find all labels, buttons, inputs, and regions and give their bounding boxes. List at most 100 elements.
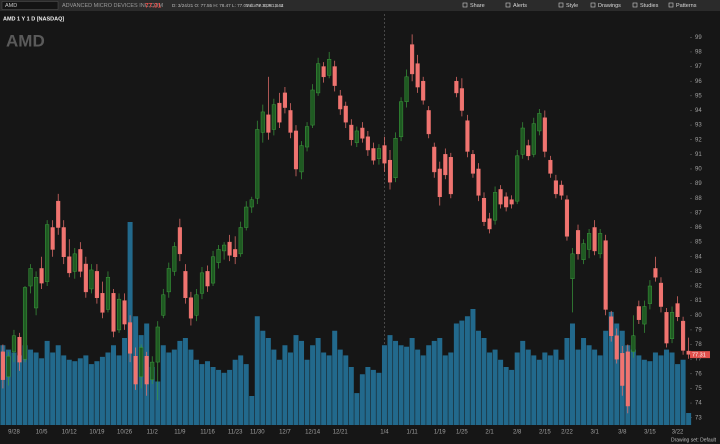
candle-body [393, 138, 398, 179]
volume-bar [381, 345, 387, 425]
volume-bar [315, 338, 321, 425]
y-tick-label: 76 [695, 371, 702, 377]
x-tick-label: 2/15 [539, 430, 551, 436]
candle-body [17, 336, 22, 363]
button-label[interactable]: Drawings [598, 3, 621, 9]
volume-bar [398, 345, 404, 425]
candle-body [161, 294, 166, 316]
candle-body [354, 130, 359, 143]
y-tick-label: 79 [695, 327, 702, 333]
volume-bar [514, 352, 520, 425]
button-label[interactable]: Alerts [513, 3, 527, 9]
candle-body [89, 269, 94, 290]
candle-body [399, 101, 404, 138]
x-tick-label: 1/19 [434, 430, 446, 436]
x-tick-label: 10/19 [89, 430, 105, 436]
volume-bar [393, 340, 399, 425]
volume-value: 8,261,842 [263, 3, 284, 8]
volume-bar [5, 349, 11, 425]
button-label[interactable]: Patterns [676, 3, 697, 9]
candle-body [454, 80, 459, 94]
toolbar-button[interactable]: Patterns [668, 2, 697, 9]
candle-body [144, 355, 149, 385]
volume-bar [105, 352, 111, 425]
candle-body [56, 200, 61, 228]
last-price: 77.31 [145, 2, 162, 9]
toolbar-button[interactable]: Studies [632, 2, 659, 9]
candle-body [410, 44, 415, 75]
x-tick-label: 10/5 [36, 430, 48, 436]
candle-body [210, 256, 216, 284]
symbol-box[interactable] [1, 1, 59, 10]
volume-bar [83, 355, 89, 425]
candle-body [515, 155, 520, 202]
volume-bar [122, 338, 128, 425]
volume-bar [193, 359, 199, 425]
volume-bar [553, 349, 559, 425]
symbol[interactable]: AMD [5, 3, 17, 9]
button-icon[interactable] [590, 2, 596, 8]
button-label[interactable]: Share [470, 3, 485, 9]
candle-body [587, 233, 592, 250]
toolbar-button[interactable]: Alerts [505, 2, 527, 9]
candle-body [155, 326, 160, 363]
x-tick-label: 11/2 [147, 430, 159, 436]
candle-body [216, 249, 221, 263]
candle-body [343, 105, 348, 123]
volume-bar [658, 355, 664, 425]
candle-body [327, 59, 332, 76]
button-icon[interactable] [462, 2, 468, 8]
button-icon[interactable] [505, 2, 511, 8]
volume-bar [354, 393, 360, 425]
candle-body [188, 297, 193, 319]
volume-bar [431, 340, 437, 425]
button-label[interactable]: Studies [640, 3, 659, 9]
toolbar-button[interactable]: Share [462, 2, 485, 9]
candle-body [686, 350, 691, 355]
drawing-set[interactable]: Drawing set: Default [671, 437, 717, 443]
candle-body [255, 129, 260, 199]
volume-bar [276, 359, 282, 425]
volume-bar [536, 359, 542, 425]
candle-body [531, 123, 536, 155]
volume-bar [686, 413, 692, 425]
volume-bar [415, 349, 421, 425]
button-icon[interactable] [668, 2, 674, 8]
button-icon[interactable] [558, 2, 564, 8]
candle-body [553, 180, 558, 195]
candle-body [504, 196, 509, 208]
candle-body [177, 227, 182, 255]
y-tick-label: 73 [695, 415, 702, 421]
candle-body [39, 268, 44, 284]
y-tick-label: 98 [695, 50, 702, 56]
x-tick-label: 3/22 [672, 430, 684, 436]
candle-body [432, 146, 437, 173]
volume-label: Volume [246, 3, 262, 8]
button-icon[interactable] [632, 2, 638, 8]
candle-body [282, 92, 287, 108]
volume-bar [581, 338, 587, 425]
toolbar-button[interactable]: Style [558, 2, 578, 9]
volume-bar [94, 361, 100, 425]
candle-body [293, 130, 299, 170]
toolbar-button[interactable]: Drawings [590, 2, 621, 9]
volume-bar [437, 338, 443, 425]
volume-bar [55, 345, 61, 425]
candle-body [376, 148, 381, 159]
candle-body [404, 76, 409, 102]
volume-bar [498, 359, 504, 425]
x-tick-label: 3/15 [644, 430, 656, 436]
y-tick-label: 95 [695, 93, 702, 99]
volume-bar [464, 316, 470, 425]
candle-body [537, 113, 542, 132]
candle-body [310, 89, 315, 126]
volume-bar [586, 345, 592, 425]
candle-body [139, 347, 144, 377]
volume-bar [487, 352, 493, 425]
volume-bar [205, 361, 211, 425]
volume-bar [160, 345, 166, 425]
candle-body [111, 293, 116, 332]
volume-bar [531, 355, 537, 425]
volume-bar [282, 345, 288, 425]
button-label[interactable]: Style [566, 3, 578, 9]
